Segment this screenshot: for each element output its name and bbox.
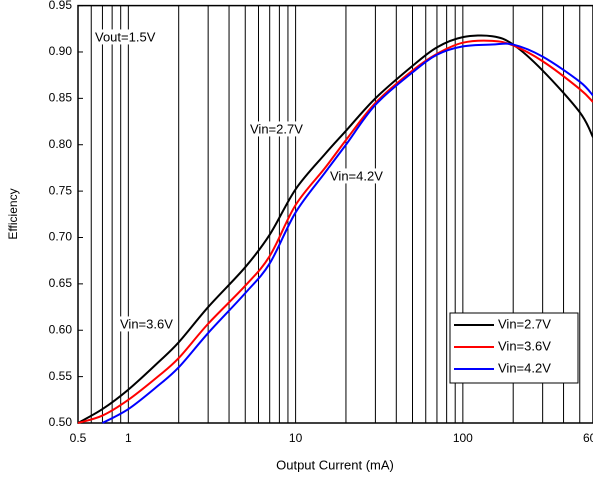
x-tick-label: 600 [583,431,593,445]
legend-label: Vin=2.7V [498,316,551,331]
x-tick-label: 100 [453,431,473,445]
legend-label: Vin=3.6V [498,338,551,353]
x-axis-label: Output Current (mA) [276,457,394,472]
y-tick-label: 0.65 [49,276,73,290]
y-tick-label: 0.75 [49,183,73,197]
y-tick-label: 0.90 [49,44,73,58]
annotation: Vin=3.6V [120,316,173,331]
y-tick-label: 0.85 [49,91,73,105]
y-tick-label: 0.80 [49,137,73,151]
x-tick-label: 1 [125,431,132,445]
annotation-bg [119,316,175,332]
y-tick-label: 0.55 [49,369,73,383]
legend-label: Vin=4.2V [498,360,551,375]
annotation: Vin=2.7V [250,121,303,136]
annotation-bg [94,29,157,45]
annotation: Vin=4.2V [330,168,383,183]
series-line [101,42,593,424]
y-tick-label: 0.60 [49,322,73,336]
y-axis-label: Efficiency [6,188,20,239]
annotation-bg [329,168,385,184]
y-tick-label: 0.50 [49,415,73,429]
annotation: Vout=1.5V [95,29,156,44]
y-tick-label: 0.95 [49,0,73,12]
plot-frame [77,4,593,424]
y-tick-label: 0.70 [49,230,73,244]
x-tick-label: 0.5 [70,431,87,445]
annotation-bg [249,121,305,137]
x-tick-label: 10 [289,431,303,445]
